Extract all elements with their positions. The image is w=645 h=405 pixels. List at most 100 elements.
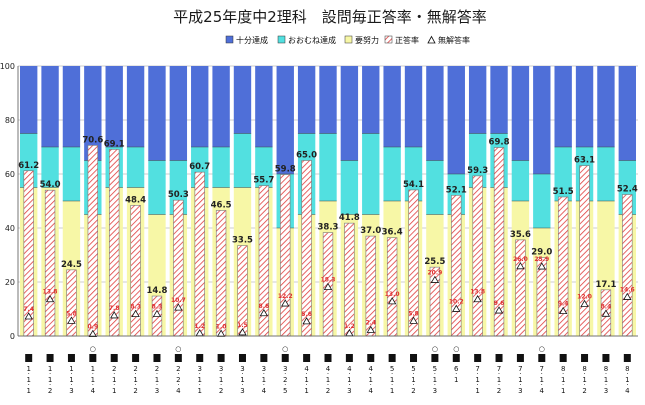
no-answer-marker: [366, 325, 375, 333]
category-label: 1: [48, 365, 52, 373]
category-separator: ·: [370, 370, 372, 378]
no-answer-marker: [259, 308, 269, 317]
category-label: 1: [91, 376, 95, 384]
category-label: 4: [369, 365, 374, 373]
category-label: 2: [133, 365, 137, 373]
correct-rate-label: 48.4: [125, 195, 146, 205]
category-box-icon: [452, 354, 460, 362]
category-label: 3: [604, 387, 608, 395]
category-separator: ·: [519, 370, 521, 378]
category-label: 4: [540, 387, 545, 395]
correct-rate-bar: [280, 174, 291, 337]
y-tick-0: 0: [10, 332, 15, 341]
no-answer-marker: [45, 294, 55, 303]
category-box-icon: [345, 354, 353, 362]
no-answer-marker: [238, 328, 247, 336]
category-label: 2: [133, 387, 137, 395]
category-box-icon: [217, 354, 225, 362]
category-label: 7: [540, 365, 544, 373]
band-full: [297, 66, 316, 134]
correct-rate-bar: [386, 237, 398, 337]
category-label: 1: [604, 376, 608, 384]
correct-rate-bar: [451, 195, 462, 337]
category-separator: ·: [113, 381, 115, 389]
category-separator: ·: [412, 370, 414, 378]
band-full: [554, 66, 572, 147]
no-answer-marker: [601, 309, 611, 317]
category-box-icon: [581, 354, 589, 362]
category-separator: ·: [348, 370, 350, 378]
category-label: 3: [283, 365, 287, 373]
correct-rate-bar: [579, 165, 590, 337]
category-label: 1: [582, 376, 586, 384]
category-separator: ·: [434, 370, 436, 378]
category-separator: ·: [583, 381, 585, 389]
no-answer-label: 9.4: [558, 301, 569, 308]
band-full: [404, 66, 423, 147]
category-separator: ·: [477, 381, 479, 389]
legend-swatch-correct: [384, 35, 393, 44]
category-label: 2: [176, 365, 180, 373]
no-answer-label: 1.5: [237, 322, 248, 329]
no-answer-label: 5.6: [301, 311, 312, 318]
category-separator: ·: [391, 381, 393, 389]
category-label: 1: [454, 376, 458, 384]
category-label: 5: [411, 365, 415, 373]
correct-rate-label: 55.7: [253, 176, 274, 186]
category-separator: ·: [199, 370, 201, 378]
category-mark: ○: [432, 345, 438, 353]
band-full: [426, 66, 444, 161]
y-tick-40: 40: [5, 224, 15, 233]
no-answer-label: 7.8: [109, 305, 120, 312]
no-answer-label: 9.6: [494, 300, 505, 307]
category-label: 2: [411, 387, 415, 395]
data-labels: 61.2 7.4 54.0 13.8 24.5 5.8 70.6 0.9 69.1 7.8 48.4…: [18, 135, 638, 337]
band-full: [597, 66, 615, 147]
correct-rate-bar: [344, 222, 355, 337]
category-separator: ·: [477, 370, 479, 378]
y-tick-20: 20: [5, 278, 15, 287]
legend: 十分達成 おおむね達成 要努力 正答率 無解答率: [225, 35, 470, 45]
category-separator: ·: [134, 370, 136, 378]
band-full: [191, 66, 209, 147]
category-label: 3: [155, 387, 159, 395]
category-box-icon: [67, 354, 75, 362]
no-answer-marker: [623, 292, 632, 300]
category-label: 3: [197, 365, 201, 373]
no-answer-label: 14.6: [620, 287, 635, 294]
category-separator: ·: [220, 381, 222, 389]
no-answer-marker: [516, 262, 525, 270]
correct-rate-label: 46.5: [211, 200, 232, 210]
correct-rate-label: 37.0: [360, 226, 381, 236]
category-separator: ·: [177, 381, 179, 389]
correct-rate-label: 69.1: [104, 139, 125, 149]
category-label: 3: [69, 387, 73, 395]
correct-rate-label: 33.5: [232, 236, 253, 246]
band-mostly: [41, 147, 59, 188]
correct-rate-label: 17.1: [595, 280, 616, 290]
category-label: 1: [304, 376, 308, 384]
correct-rate-label: 63.1: [574, 156, 595, 166]
category-label: 8: [561, 365, 565, 373]
legend-swatch-effort: [344, 35, 353, 44]
category-label: 4: [326, 365, 331, 373]
category-separator: ·: [92, 370, 94, 378]
category-label: 3: [262, 365, 266, 373]
category-label: 5: [433, 365, 437, 373]
category-label: 4: [176, 387, 181, 395]
category-label: 1: [240, 376, 244, 384]
category-mark: ○: [175, 345, 181, 353]
category-label: 2: [155, 365, 159, 373]
category-box-icon: [46, 354, 54, 362]
category-label: 4: [262, 387, 267, 395]
category-separator: ·: [391, 370, 393, 378]
category-label: 1: [561, 387, 565, 395]
category-box-icon: [388, 354, 396, 362]
category-mark: ○: [90, 345, 96, 353]
correct-rate-label: 14.8: [146, 286, 167, 296]
category-separator: ·: [626, 370, 628, 378]
no-answer-label: 1.2: [344, 323, 355, 330]
category-label: 7: [475, 365, 479, 373]
category-label: 3: [219, 365, 223, 373]
category-label: 2: [48, 387, 52, 395]
